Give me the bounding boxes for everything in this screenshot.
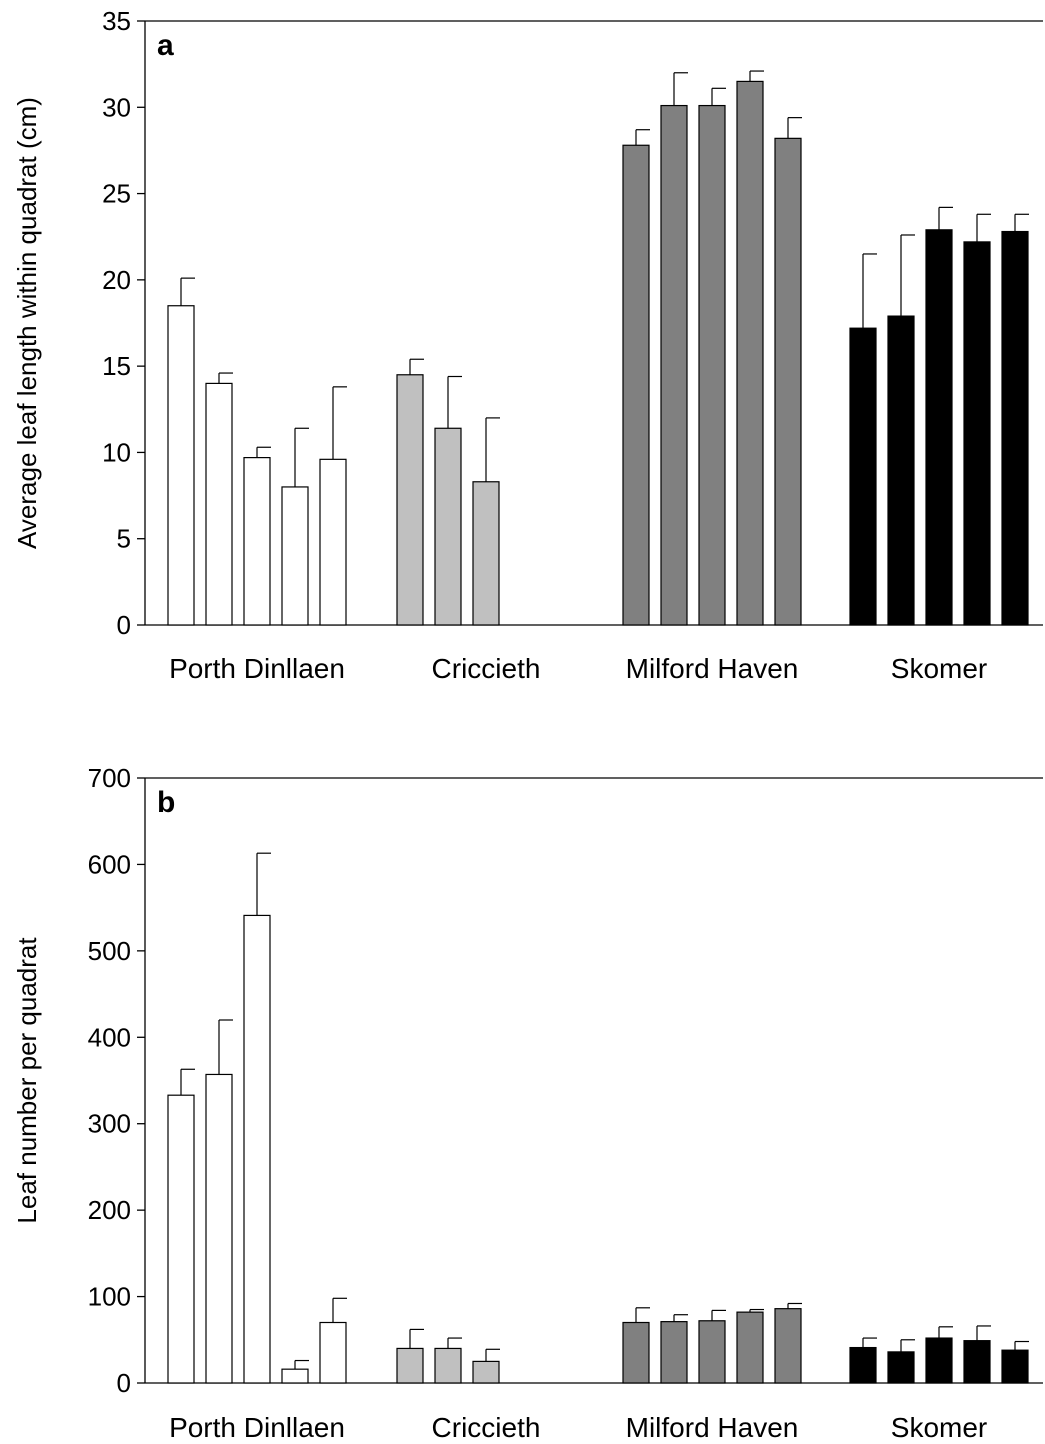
bar xyxy=(472,1360,500,1384)
y-tick-label: 25 xyxy=(102,179,131,209)
y-tick-label: 0 xyxy=(117,1368,131,1398)
bar xyxy=(319,1321,347,1384)
bar xyxy=(736,1311,764,1384)
bar xyxy=(434,1347,462,1384)
bar xyxy=(887,1351,915,1384)
x-category-label: Porth Dinllaen xyxy=(169,1412,345,1443)
bar xyxy=(472,481,500,626)
x-category-label: Criccieth xyxy=(432,1412,541,1443)
bar xyxy=(622,144,650,626)
y-axis-label: Leaf number per quadrat xyxy=(12,937,42,1224)
bar xyxy=(622,1321,650,1384)
y-tick-label: 0 xyxy=(117,610,131,640)
bar xyxy=(698,1320,726,1384)
y-tick-label: 30 xyxy=(102,92,131,122)
chart-panel-a: 0 5 10 15 20 25 30 35 Average leaf length within… xyxy=(12,6,1043,684)
x-category-label: Criccieth xyxy=(432,653,541,684)
y-tick-label: 500 xyxy=(88,936,131,966)
bar xyxy=(660,104,688,626)
x-category-label: Milford Haven xyxy=(626,1412,799,1443)
bar xyxy=(281,486,309,626)
panel-label: b xyxy=(157,786,175,819)
y-tick-label: 5 xyxy=(117,524,131,554)
y-tick-label: 20 xyxy=(102,265,131,295)
y-tick-label: 600 xyxy=(88,849,131,879)
bar xyxy=(660,1321,688,1384)
bar xyxy=(1001,230,1029,626)
x-category-label: Porth Dinllaen xyxy=(169,653,345,684)
bar xyxy=(205,382,233,626)
bar xyxy=(849,1346,877,1384)
x-category-label: Skomer xyxy=(891,653,987,684)
y-tick-label: 10 xyxy=(102,437,131,467)
bar xyxy=(698,104,726,626)
y-tick-label: 700 xyxy=(88,763,131,793)
bar xyxy=(396,1347,424,1384)
bar xyxy=(774,1308,802,1384)
bar xyxy=(281,1368,309,1384)
y-tick-label: 300 xyxy=(88,1109,131,1139)
bar xyxy=(774,137,802,626)
bar xyxy=(963,241,991,626)
x-category-label: Skomer xyxy=(891,1412,987,1443)
bar xyxy=(963,1340,991,1384)
bar xyxy=(243,914,271,1384)
bar xyxy=(396,374,424,626)
y-tick-label: 200 xyxy=(88,1195,131,1225)
bar xyxy=(205,1073,233,1384)
bar xyxy=(849,327,877,626)
y-tick-label: 100 xyxy=(88,1282,131,1312)
chart-panel-b: 0 100 200 300 400 500 600 700 Leaf number per qu… xyxy=(12,763,1043,1443)
bar xyxy=(887,315,915,626)
y-axis-label: Average leaf length within quadrat (cm) xyxy=(12,97,42,549)
panel-label: a xyxy=(157,29,174,62)
x-category-label: Milford Haven xyxy=(626,653,799,684)
bar xyxy=(243,457,271,626)
y-tick-label: 35 xyxy=(102,6,131,36)
bar xyxy=(736,80,764,626)
y-tick-label: 15 xyxy=(102,351,131,381)
bar xyxy=(167,305,195,626)
bar xyxy=(167,1094,195,1384)
bar xyxy=(1001,1349,1029,1384)
bar xyxy=(319,458,347,626)
bar xyxy=(434,427,462,626)
y-tick-label: 400 xyxy=(88,1022,131,1052)
bar xyxy=(925,1337,953,1384)
bar xyxy=(925,229,953,626)
